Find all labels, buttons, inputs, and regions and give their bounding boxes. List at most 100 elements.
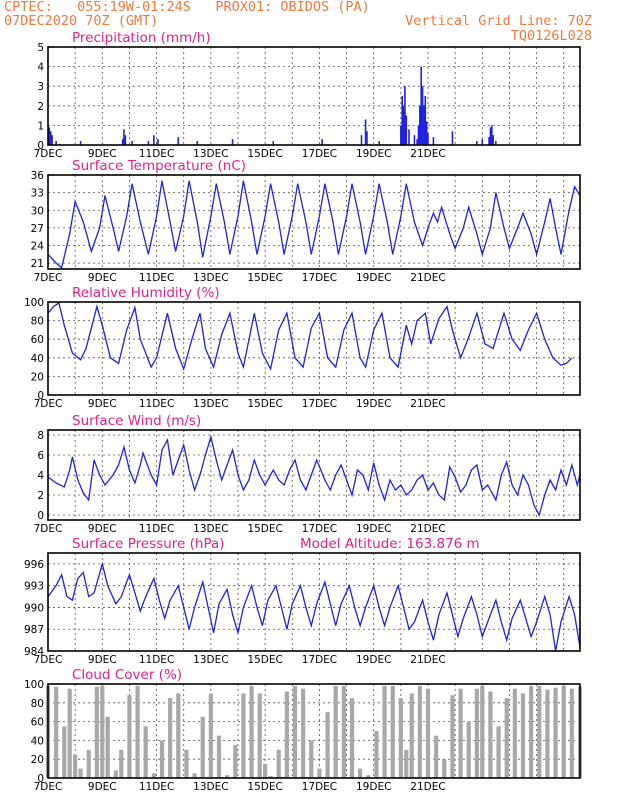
data-point — [503, 312, 505, 314]
data-point — [150, 474, 152, 476]
cloud-bar — [417, 685, 422, 778]
y-tick-label: 990 — [24, 602, 44, 614]
precip-bar — [481, 139, 484, 145]
data-point — [427, 621, 429, 623]
data-point — [500, 621, 502, 623]
data-point — [169, 599, 171, 601]
y-tick-label: 36 — [31, 170, 45, 182]
data-point — [438, 318, 440, 320]
data-point — [319, 215, 320, 217]
data-point — [427, 489, 429, 491]
data-point — [210, 215, 212, 217]
data-point — [340, 464, 342, 466]
panel-title: Surface Wind (m/s) — [72, 413, 201, 429]
cloud-bar — [257, 693, 262, 778]
data-point — [229, 253, 231, 255]
data-point — [243, 366, 244, 368]
data-point — [528, 329, 529, 331]
y-tick-label: 2 — [37, 490, 44, 502]
data-point — [555, 489, 556, 491]
data-point — [424, 312, 426, 314]
x-tick-label: 15DEC — [247, 398, 282, 410]
x-tick-label: 15DEC — [247, 523, 282, 535]
data-point — [576, 484, 578, 486]
y-tick-label: 100 — [24, 679, 44, 691]
data-point — [150, 366, 152, 368]
data-point — [243, 607, 244, 608]
data-point — [275, 585, 277, 587]
data-point — [530, 636, 532, 637]
data-point — [351, 494, 353, 496]
panel-frame — [47, 174, 581, 270]
data-point — [517, 227, 518, 229]
data-point — [392, 253, 394, 255]
data-point — [476, 464, 478, 466]
data-point — [175, 348, 176, 349]
cloud-bar — [537, 685, 542, 778]
x-tick-label: 11DEC — [139, 398, 174, 410]
data-point — [248, 479, 250, 481]
cloud-bar — [466, 721, 471, 778]
data-point — [221, 334, 223, 335]
data-point — [205, 348, 206, 349]
data-point — [465, 484, 467, 486]
data-point — [506, 461, 508, 463]
precip-bar — [425, 121, 428, 145]
precip-bar — [177, 137, 180, 145]
panel-title: Precipitation (mm/h) — [72, 30, 211, 46]
data-point — [172, 474, 174, 476]
x-tick-label: 13DEC — [193, 398, 228, 410]
panel-5: 0 20 40 60 80 100 7DEC 9DEC 11DEC 13DEC 15DEC 17DEC… — [24, 667, 583, 793]
data-point — [251, 221, 252, 223]
data-point — [471, 596, 472, 597]
header-station-line: CPTEC: 055:19W-01:24S PROX01: OBIDOS (PA… — [4, 0, 370, 15]
data-point — [365, 607, 366, 608]
x-tick-label: 7DEC — [34, 148, 63, 160]
data-point — [481, 253, 483, 255]
data-point — [96, 306, 98, 308]
x-tick-label: 15DEC — [247, 654, 282, 666]
data-point — [297, 183, 299, 185]
data-point — [405, 183, 407, 185]
x-tick-label: 21DEC — [410, 523, 445, 535]
data-point — [55, 482, 57, 484]
data-point — [476, 614, 478, 616]
data-point — [481, 636, 483, 637]
data-point — [256, 607, 258, 608]
cloud-bar — [390, 685, 395, 778]
cloud-bar — [54, 686, 59, 778]
cloud-bar — [119, 749, 124, 778]
data-point — [74, 201, 76, 202]
cloud-bar — [404, 749, 409, 778]
data-point — [224, 221, 225, 223]
data-point — [433, 212, 434, 214]
panel-frame — [47, 301, 581, 396]
data-point — [139, 464, 141, 466]
x-tick-label: 19DEC — [356, 272, 391, 284]
x-tick-label: 19DEC — [356, 148, 391, 160]
data-point — [359, 221, 361, 223]
data-point — [156, 215, 157, 217]
data-point — [310, 253, 312, 255]
data-point — [571, 464, 573, 466]
data-point — [495, 499, 497, 501]
cloud-bar — [569, 688, 574, 778]
data-point — [348, 585, 350, 587]
data-point — [400, 484, 402, 486]
cloud-bar — [208, 693, 213, 778]
data-point — [63, 324, 65, 326]
y-tick-label: 30 — [31, 205, 44, 217]
y-tick-label: 40 — [31, 353, 44, 365]
cloud-bar — [151, 773, 156, 778]
data-point — [503, 227, 505, 229]
x-tick-label: 19DEC — [356, 523, 391, 535]
data-point — [389, 479, 391, 481]
cloud-bar — [62, 726, 67, 778]
data-point — [262, 625, 263, 626]
data-point — [517, 494, 518, 496]
cloud-bar — [284, 691, 289, 778]
panel-3: 0 2 4 6 8 7DEC 9DEC 11DEC 13DEC 15DEC 17DEC 19DEC 21… — [34, 413, 581, 535]
data-point — [300, 585, 301, 587]
y-tick-label: 60 — [31, 717, 44, 729]
data-point — [433, 482, 434, 484]
